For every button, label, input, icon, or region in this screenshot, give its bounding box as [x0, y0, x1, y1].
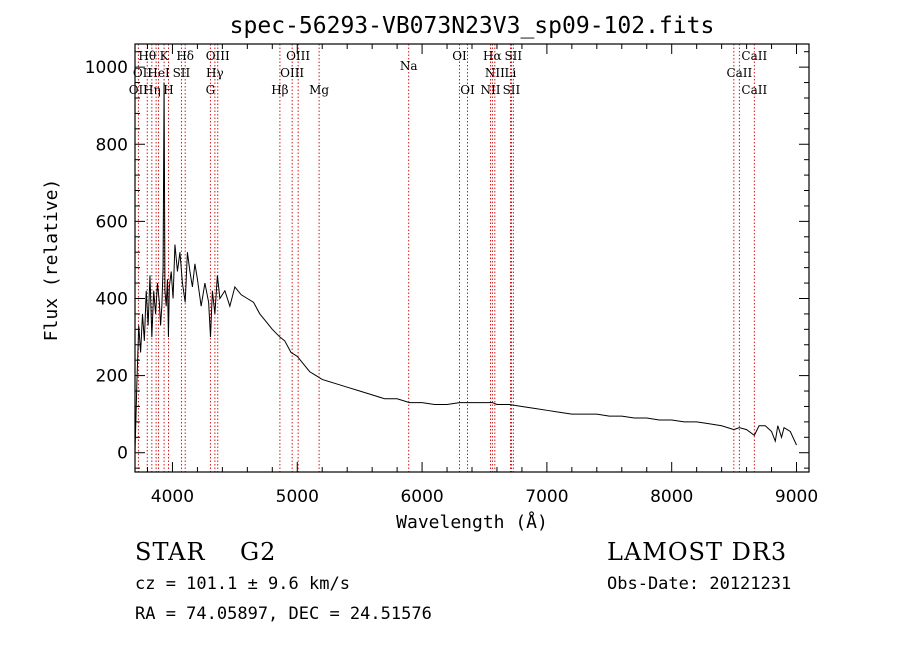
- x-axis-ticks: 4000 5000 6000 7000 8000 9000: [146, 44, 818, 507]
- cz-readout: cz = 101.1 ± 9.6 km/s: [135, 574, 350, 594]
- object-type: STAR: [135, 538, 206, 566]
- y-tick-label: 400: [96, 289, 128, 309]
- x-axis-label: Wavelength (Å): [396, 511, 548, 533]
- line-label: Na: [400, 59, 418, 73]
- subclass: G2: [240, 538, 277, 566]
- line-label: HeI: [147, 66, 170, 80]
- line-label: Hβ: [271, 83, 288, 97]
- line-label: OI: [460, 83, 475, 97]
- y-axis-ticks: 0 200 400 600 800 1000: [85, 51, 809, 469]
- line-label: CaII: [726, 66, 752, 80]
- chart-title: spec-56293-VB073N23V3_sp09-102.fits: [230, 13, 715, 39]
- line-label: SII: [504, 49, 522, 63]
- y-tick-label: 200: [96, 367, 128, 387]
- x-tick-label: 8000: [650, 487, 693, 507]
- line-label: OIII: [280, 66, 304, 80]
- line-label: H: [163, 83, 173, 97]
- line-label: Hγ: [206, 66, 224, 80]
- x-tick-label: 9000: [775, 487, 818, 507]
- line-label: NII: [480, 83, 500, 97]
- line-label: Li: [505, 66, 517, 80]
- line-label: OII: [129, 83, 149, 97]
- line-label: Hθ: [138, 49, 156, 63]
- line-label: OII: [133, 66, 153, 80]
- line-label: SII: [503, 83, 521, 97]
- x-tick-label: 5000: [276, 487, 319, 507]
- coordinates: RA = 74.05897, DEC = 24.51576: [135, 604, 432, 624]
- line-label: Mg: [309, 83, 329, 97]
- survey-name: LAMOST DR3: [607, 538, 788, 566]
- line-markers: [137, 44, 755, 472]
- line-label: OIII: [286, 49, 310, 63]
- plot-frame: [134, 43, 810, 473]
- line-label: G: [206, 83, 216, 97]
- line-label: OI: [452, 49, 467, 63]
- line-label: K: [160, 49, 170, 63]
- line-label: CaII: [741, 83, 767, 97]
- y-tick-label: 1000: [85, 58, 128, 78]
- y-tick-label: 600: [96, 212, 128, 232]
- line-label: OIII: [206, 49, 230, 63]
- line-label: Hδ: [176, 49, 194, 63]
- x-tick-label: 7000: [525, 487, 568, 507]
- line-label: Hα: [483, 49, 502, 63]
- y-tick-label: 0: [117, 444, 128, 464]
- line-label: Hη: [143, 83, 161, 97]
- line-label: CaII: [741, 49, 767, 63]
- line-label: NII: [485, 66, 505, 80]
- obs-date: Obs-Date: 20121231: [607, 574, 792, 594]
- spectrum-line: [134, 82, 797, 453]
- line-label: SII: [173, 66, 191, 80]
- x-tick-label: 4000: [151, 487, 194, 507]
- y-axis-label: Flux (relative): [41, 179, 62, 342]
- x-tick-label: 6000: [400, 487, 443, 507]
- y-tick-label: 800: [96, 135, 128, 155]
